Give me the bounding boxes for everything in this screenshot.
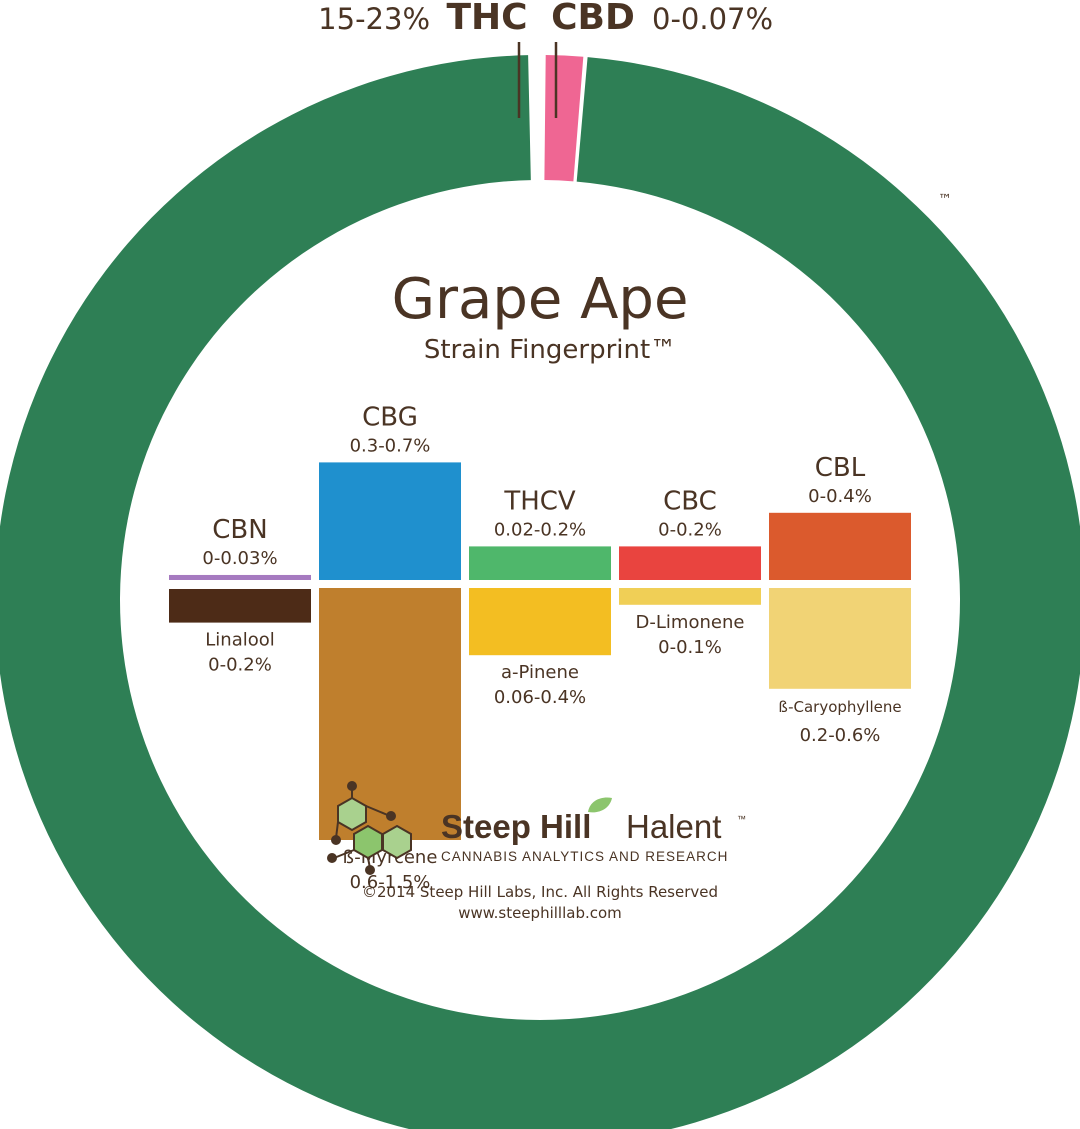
hexagon-molecule-icon (327, 781, 412, 875)
donut-ring (0, 55, 1080, 1129)
range-caryophyllene: 0.2-0.6% (800, 725, 881, 746)
label-linalool: Linalool (205, 630, 275, 651)
bar-cbg (319, 462, 461, 580)
bar-linalool (169, 589, 311, 623)
logo-light-text: Halent (626, 808, 721, 845)
chart-title: Grape Ape (392, 267, 689, 332)
label-d-limonene: D-Limonene (636, 612, 745, 633)
range-a-pinene: 0.06-0.4% (494, 687, 586, 708)
bar-thcv (469, 546, 611, 580)
range-cbc: 0-0.2% (658, 519, 722, 540)
range-myrcene: 0.6-1.5% (350, 872, 431, 893)
bar-myrcene (319, 588, 461, 840)
range-cbn: 0-0.03% (202, 548, 277, 569)
range-cbl: 0-0.4% (808, 486, 872, 507)
label-cbn: CBN (212, 515, 267, 545)
label-cbl: CBL (815, 453, 866, 483)
bar-cbl (769, 512, 911, 580)
range-thcv: 0.02-0.2% (494, 519, 586, 540)
thc-label: THC (446, 0, 527, 38)
label-cbc: CBC (663, 486, 717, 516)
label-caryophyllene: ß-Caryophyllene (778, 698, 901, 716)
label-a-pinene: a-Pinene (501, 662, 579, 683)
label-cbg: CBG (362, 402, 418, 432)
bar-cbc (619, 546, 761, 580)
range-linalool: 0-0.2% (208, 655, 272, 676)
leaf-icon (588, 797, 612, 813)
range-d-limonene: 0-0.1% (658, 637, 722, 658)
thc-range-label: 15-23% (318, 2, 430, 36)
bar-a-pinene (469, 588, 611, 656)
logo-tagline: CANNABIS ANALYTICS AND RESEARCH (441, 849, 728, 864)
website-text: www.steephilllab.com (458, 904, 622, 922)
chart-subtitle: Strain Fingerprint™ (424, 335, 676, 365)
cbd-range-label: 0-0.07% (652, 2, 773, 36)
cbd-slice (544, 55, 584, 182)
steep-hill-logo: Steep Hill Halent ™ CANNABIS ANALYTICS A… (327, 781, 746, 875)
copyright-text: ©2014 Steep Hill Labs, Inc. All Rights R… (362, 883, 718, 901)
label-thcv: THCV (503, 486, 576, 516)
logo-bold-text: Steep Hill (441, 808, 591, 845)
bar-d-limonene (619, 588, 761, 605)
logo-trademark: ™ (737, 814, 746, 824)
cbd-label: CBD (551, 0, 635, 38)
bar-cbn (169, 574, 311, 580)
range-cbg: 0.3-0.7% (350, 435, 431, 456)
compound-bars: CBN0-0.03%Linalool0-0.2%CBG0.3-0.7%ß-Myr… (169, 402, 911, 893)
bar-caryophyllene (769, 588, 911, 689)
trademark-mark: ™ (938, 192, 952, 208)
